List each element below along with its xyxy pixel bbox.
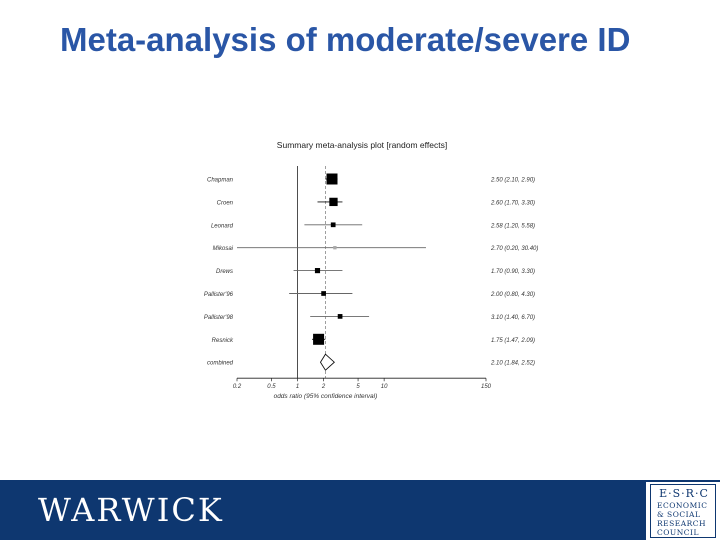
x-tick-label: 5 — [356, 384, 360, 390]
study-ci-value: 2.60 (1.70, 3.30) — [490, 200, 535, 206]
combined-diamond — [319, 353, 335, 371]
study-point — [314, 268, 321, 274]
study-label: Croen — [217, 200, 234, 206]
study-label: Pallister'98 — [204, 315, 234, 321]
study-label: Pallister'96 — [204, 292, 234, 298]
study-point — [329, 197, 338, 207]
x-tick-label: 150 — [481, 384, 492, 390]
combined-ci-value: 2.10 (1.84, 2.52) — [490, 361, 535, 367]
study-label: Chapman — [207, 178, 234, 184]
study-label: Leonard — [211, 223, 234, 229]
study-point — [321, 291, 326, 296]
chart-title: Summary meta-analysis plot [random effec… — [277, 140, 447, 150]
study-ci-value: 2.50 (2.10, 2.90) — [490, 178, 535, 184]
study-ci-value: 1.75 (1.47, 2.09) — [491, 338, 535, 344]
esrc-line: COUNCIL — [657, 528, 699, 537]
esrc-line: & SOCIAL — [657, 510, 701, 519]
study-point — [330, 222, 336, 228]
x-tick-label: 1 — [296, 384, 299, 390]
combined-label: combined — [207, 361, 234, 367]
esrc-line: RESEARCH — [657, 519, 707, 528]
x-tick-label: 0.5 — [267, 384, 276, 390]
x-tick-label: 10 — [381, 384, 388, 390]
study-label: Resnick — [212, 338, 234, 344]
study-point — [333, 246, 337, 250]
study-ci-value: 2.58 (1.20, 5.58) — [490, 223, 535, 229]
esrc-mark: E·S·R·C — [659, 487, 709, 500]
x-tick-label: 2 — [321, 384, 326, 390]
study-ci-value: 1.70 (0.90, 3.30) — [491, 269, 535, 275]
study-ci-value: 2.00 (0.80, 4.30) — [490, 292, 535, 298]
study-point — [337, 314, 343, 319]
esrc-line: ECONOMIC — [657, 501, 708, 510]
study-point — [313, 333, 325, 345]
study-ci-value: 3.10 (1.40, 6.70) — [491, 315, 535, 321]
x-axis-label: odds ratio (95% confidence interval) — [274, 393, 378, 400]
footer-bar — [0, 480, 720, 540]
study-ci-value: 2.70 (0.20, 30.40) — [490, 246, 538, 252]
warwick-logo: WARWICK — [38, 491, 224, 529]
esrc-logo: E·S·R·C ECONOMIC & SOCIAL RESEARCH COUNC… — [646, 482, 720, 540]
forest-plot: Summary meta-analysis plot [random effec… — [204, 140, 539, 400]
x-tick-label: 0.2 — [233, 384, 242, 390]
slide-title: Meta-analysis of moderate/severe ID — [60, 21, 631, 58]
study-point — [326, 173, 338, 185]
study-label: Drews — [216, 269, 233, 275]
study-label: Mikosai — [213, 246, 234, 252]
